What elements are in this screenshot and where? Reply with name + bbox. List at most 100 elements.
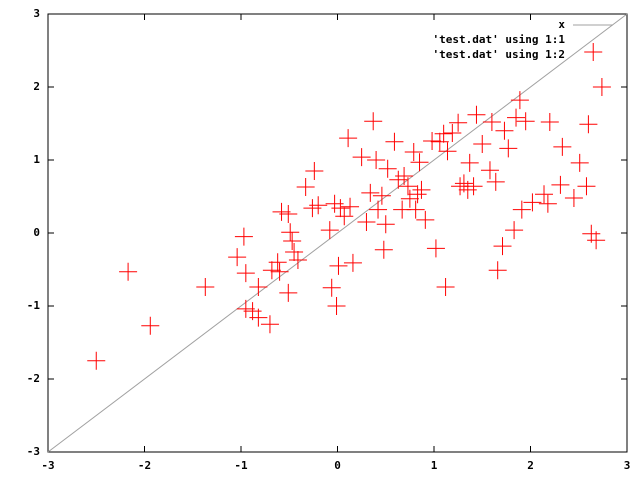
point bbox=[449, 113, 468, 132]
point bbox=[249, 278, 268, 297]
legend-label: 'test.dat' using 1:1 bbox=[433, 33, 566, 46]
x-tick-label: 0 bbox=[334, 459, 341, 472]
point bbox=[262, 261, 281, 280]
x-tick-label: -2 bbox=[138, 459, 151, 472]
point bbox=[551, 175, 570, 194]
point bbox=[288, 251, 307, 270]
point bbox=[87, 351, 106, 370]
point bbox=[385, 132, 404, 151]
point bbox=[507, 108, 526, 127]
point bbox=[538, 194, 557, 213]
point bbox=[516, 112, 535, 131]
point bbox=[473, 134, 492, 153]
point bbox=[320, 221, 339, 240]
point bbox=[378, 159, 397, 178]
point bbox=[303, 199, 322, 218]
point bbox=[260, 315, 279, 334]
point bbox=[372, 186, 391, 205]
point bbox=[335, 207, 354, 226]
point bbox=[325, 194, 344, 213]
point bbox=[398, 177, 417, 196]
point bbox=[535, 185, 554, 204]
point bbox=[512, 200, 531, 219]
point bbox=[296, 178, 315, 197]
point bbox=[582, 224, 601, 243]
point bbox=[228, 248, 247, 267]
point bbox=[400, 189, 419, 208]
point bbox=[196, 278, 215, 297]
point bbox=[540, 113, 559, 132]
y-tick-label: -3 bbox=[27, 445, 40, 458]
point bbox=[361, 183, 380, 202]
x-tick-label: -1 bbox=[234, 459, 248, 472]
point bbox=[367, 151, 386, 169]
point bbox=[283, 232, 302, 251]
point bbox=[587, 231, 606, 250]
point bbox=[404, 142, 423, 161]
x-tick-label: 3 bbox=[624, 459, 631, 472]
point bbox=[495, 121, 514, 140]
point bbox=[279, 205, 298, 224]
point bbox=[279, 283, 298, 302]
point bbox=[436, 278, 455, 297]
point bbox=[553, 137, 572, 156]
point bbox=[234, 227, 253, 246]
point bbox=[523, 193, 542, 212]
point bbox=[510, 91, 529, 110]
point bbox=[329, 256, 348, 275]
point bbox=[410, 153, 429, 172]
point bbox=[341, 197, 360, 216]
point bbox=[309, 196, 328, 215]
point bbox=[564, 188, 583, 207]
point bbox=[423, 132, 442, 151]
point bbox=[236, 264, 255, 283]
point bbox=[285, 242, 304, 261]
legend-label: 'test.dat' using 1:2 bbox=[433, 48, 565, 61]
point bbox=[577, 177, 596, 196]
point bbox=[352, 148, 371, 167]
point bbox=[322, 278, 341, 297]
point bbox=[416, 210, 435, 229]
legend-label: x bbox=[558, 18, 565, 31]
point bbox=[374, 240, 393, 259]
x-tick-label: 2 bbox=[527, 459, 534, 472]
point bbox=[408, 185, 427, 204]
point bbox=[443, 123, 462, 142]
point bbox=[364, 112, 383, 131]
point bbox=[499, 139, 518, 158]
point bbox=[141, 316, 160, 335]
y-tick-label: 1 bbox=[33, 153, 40, 166]
point bbox=[270, 262, 289, 281]
point bbox=[480, 161, 499, 180]
point bbox=[343, 253, 362, 272]
point bbox=[369, 200, 388, 219]
point bbox=[406, 200, 425, 219]
point bbox=[426, 239, 445, 258]
point bbox=[579, 115, 598, 134]
y-tick-label: 3 bbox=[33, 7, 40, 20]
point bbox=[592, 78, 611, 96]
point bbox=[339, 129, 358, 148]
point bbox=[281, 223, 300, 242]
point bbox=[454, 174, 473, 193]
x-tick-label: 1 bbox=[431, 459, 438, 472]
point bbox=[305, 161, 324, 180]
y-tick-label: -1 bbox=[27, 299, 41, 312]
point bbox=[493, 237, 512, 256]
point bbox=[584, 42, 603, 61]
point bbox=[395, 167, 414, 186]
point bbox=[464, 177, 483, 196]
point bbox=[119, 262, 138, 281]
point bbox=[438, 142, 457, 161]
point bbox=[430, 132, 449, 151]
point bbox=[249, 308, 268, 327]
series-line bbox=[47, 13, 628, 453]
point bbox=[570, 153, 589, 172]
point bbox=[505, 221, 524, 240]
point bbox=[327, 297, 346, 315]
point bbox=[488, 261, 507, 280]
point bbox=[486, 172, 505, 191]
y-tick-label: 2 bbox=[33, 80, 40, 93]
point bbox=[460, 153, 479, 172]
